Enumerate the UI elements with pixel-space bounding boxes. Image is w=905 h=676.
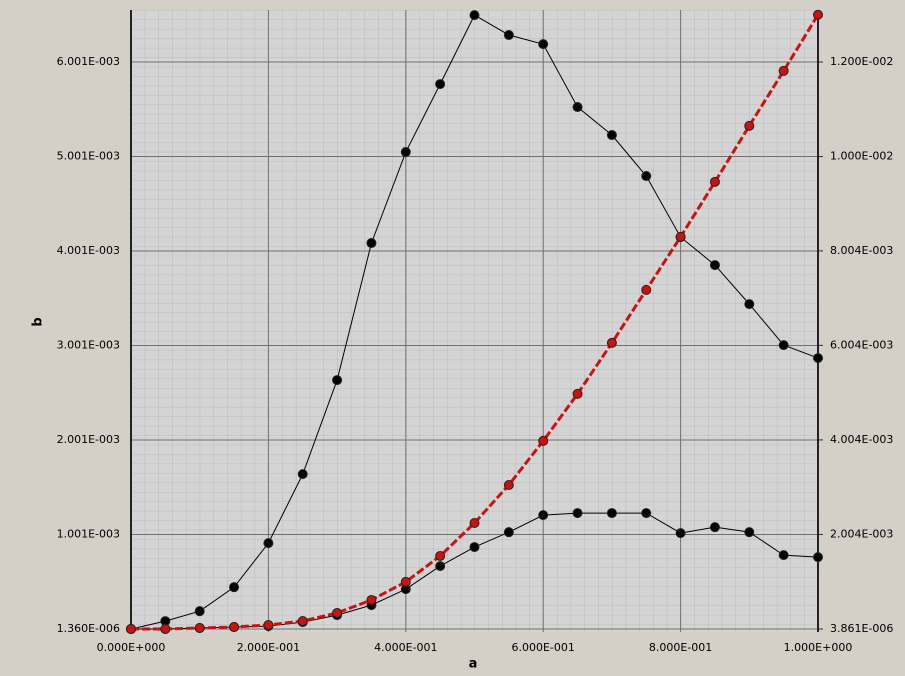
x-tick-label: 2.000E-001 (237, 641, 300, 654)
x-tick-label: 1.000E+000 (784, 641, 853, 654)
data-point (709, 176, 720, 187)
y2-tick-label: 8.004E-003 (830, 244, 893, 257)
data-point (606, 130, 617, 141)
data-point (194, 623, 205, 634)
y-tick-label: 2.001E-003 (57, 433, 120, 446)
data-point (229, 582, 240, 593)
y2-tick-label: 1.200E-002 (830, 55, 893, 68)
data-point (641, 171, 652, 182)
data-point (538, 510, 549, 521)
data-point (572, 388, 583, 399)
data-point (469, 10, 480, 21)
data-point (400, 147, 411, 158)
data-point (332, 607, 343, 618)
y-axis-title: b (31, 317, 46, 326)
data-point (813, 9, 823, 20)
data-point (297, 616, 308, 627)
data-point (435, 79, 446, 90)
data-point (126, 624, 136, 634)
x-axis-title: a (469, 657, 478, 672)
series-line (131, 13, 820, 631)
data-point (400, 576, 411, 587)
x-tick-label: 6.000E-001 (511, 641, 574, 654)
y-tick-label: 4.001E-003 (57, 244, 120, 257)
data-point (778, 65, 789, 76)
x-tick-label: 4.000E-001 (374, 641, 437, 654)
x-tick-label: 8.000E-001 (649, 641, 712, 654)
data-point (813, 552, 823, 563)
data-point (160, 624, 171, 634)
y2-tick-label: 1.000E-002 (830, 150, 893, 163)
x-tick-label: 0.000E+000 (97, 641, 166, 654)
data-point (538, 435, 549, 446)
data-point (366, 238, 377, 249)
data-point (263, 620, 274, 631)
data-point (538, 39, 549, 50)
data-point (606, 337, 617, 348)
data-point (606, 508, 617, 519)
data-point (503, 527, 514, 538)
y-tick-label: 6.001E-003 (57, 55, 120, 68)
data-point (469, 542, 480, 553)
data-point (469, 517, 480, 528)
data-point (709, 260, 720, 271)
y2-tick-label: 2.004E-003 (830, 527, 893, 540)
data-point (813, 353, 823, 364)
y2-tick-label: 3.861E-006 (830, 622, 893, 635)
data-point (503, 479, 514, 490)
data-point (572, 102, 583, 113)
data-point (229, 622, 240, 633)
y-tick-label: 5.001E-003 (57, 149, 120, 162)
data-point (332, 375, 343, 386)
data-point (297, 469, 308, 480)
data-point (778, 550, 789, 561)
y2-tick-label: 4.004E-003 (830, 433, 893, 446)
data-point (366, 594, 377, 605)
data-point (641, 508, 652, 519)
data-point (675, 528, 686, 539)
data-point (778, 340, 789, 351)
data-point (641, 284, 652, 295)
y-tick-label: 3.001E-003 (57, 339, 120, 352)
minor-grid (131, 10, 818, 632)
data-point (435, 561, 446, 572)
y-tick-label: 1.360E-006 (57, 622, 120, 635)
data-point (675, 231, 686, 242)
data-point (503, 30, 514, 41)
y-tick-label: 1.001E-003 (57, 528, 120, 541)
data-point (744, 527, 755, 538)
y2-tick-label: 6.004E-003 (830, 338, 893, 351)
data-point (744, 120, 755, 131)
data-point (744, 299, 755, 310)
data-point (435, 550, 446, 561)
data-point (709, 522, 720, 533)
data-point (194, 606, 205, 617)
data-point (572, 508, 583, 519)
data-point (263, 538, 274, 549)
